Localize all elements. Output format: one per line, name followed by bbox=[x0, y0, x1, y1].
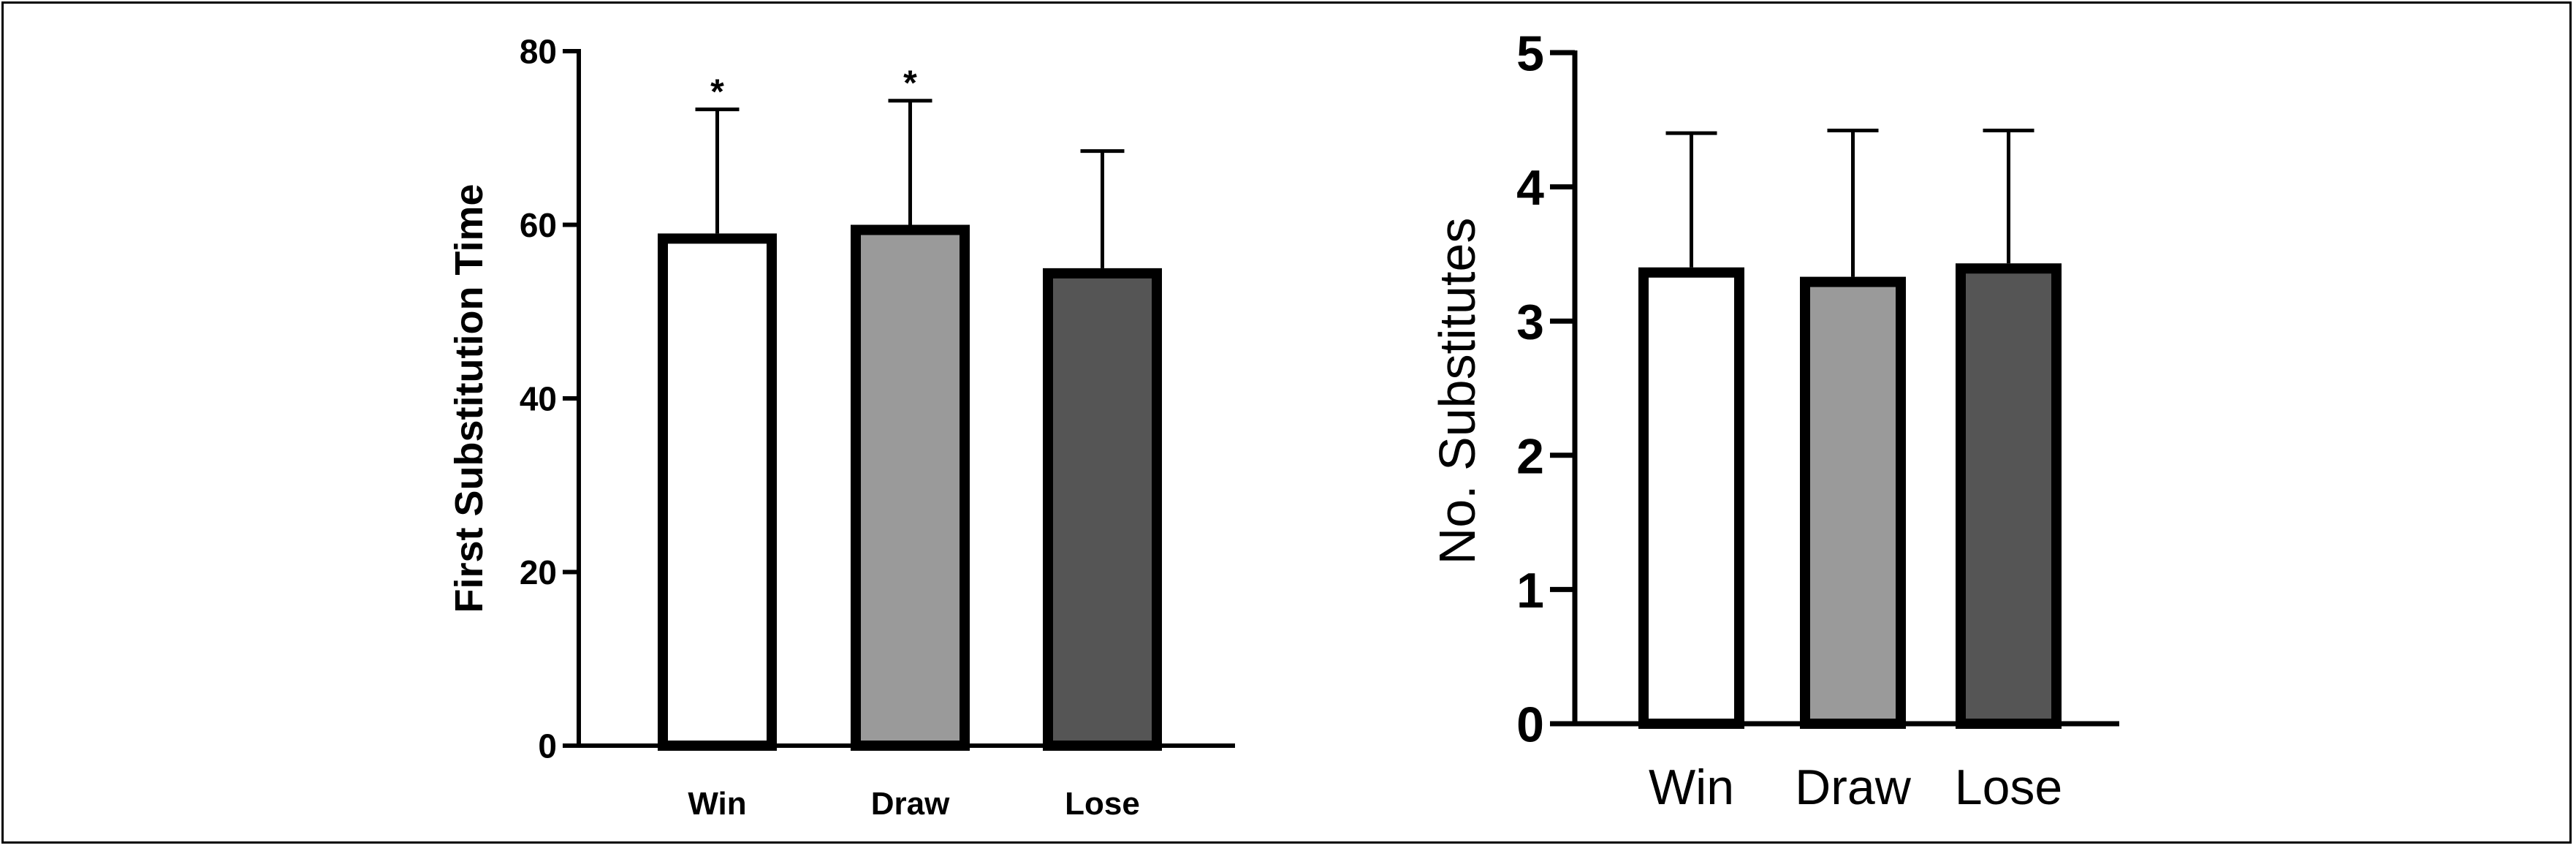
x-tick-label-win: Win bbox=[688, 786, 746, 822]
bar-lose bbox=[1043, 268, 1162, 751]
bar-win bbox=[658, 233, 777, 751]
bar-draw bbox=[851, 224, 970, 751]
y-tick-label: 40 bbox=[520, 380, 557, 418]
y-tick-label: 20 bbox=[520, 553, 557, 591]
y-tick-label: 4 bbox=[1516, 160, 1544, 216]
y-tick-label: 0 bbox=[1516, 697, 1544, 752]
y-tick-label: 80 bbox=[520, 33, 557, 71]
y-tick-label: 3 bbox=[1516, 295, 1544, 350]
y-tick-label: 5 bbox=[1516, 26, 1544, 81]
substitutes-chart: Win Draw Lose 0 1 2 3 4 5 No. Substitutes bbox=[1429, 26, 2119, 815]
y-tick-label: 1 bbox=[1516, 563, 1544, 618]
y-tick-label: 0 bbox=[538, 727, 557, 765]
y-tick-label: 60 bbox=[520, 206, 557, 244]
x-tick-label-win: Win bbox=[1649, 760, 1734, 815]
y-axis-label: No. Substitutes bbox=[1429, 218, 1486, 565]
y-tick-label: 2 bbox=[1516, 428, 1544, 484]
x-tick-label-draw: Draw bbox=[871, 786, 950, 822]
first-substitution-chart: * Win * Draw Lose 0 20 40 60 80 First Substitution… bbox=[447, 33, 1235, 822]
significance-marker-draw: * bbox=[903, 64, 917, 103]
x-tick-label-lose: Lose bbox=[1955, 760, 2062, 815]
y-axis-label: First Substitution Time bbox=[447, 183, 491, 613]
x-tick-label-lose: Lose bbox=[1065, 786, 1140, 822]
x-tick-label-draw: Draw bbox=[1795, 760, 1912, 815]
bar-lose bbox=[1956, 263, 2062, 729]
bar-win bbox=[1638, 267, 1744, 729]
significance-marker-win: * bbox=[710, 73, 724, 112]
bar-draw bbox=[1800, 276, 1906, 729]
